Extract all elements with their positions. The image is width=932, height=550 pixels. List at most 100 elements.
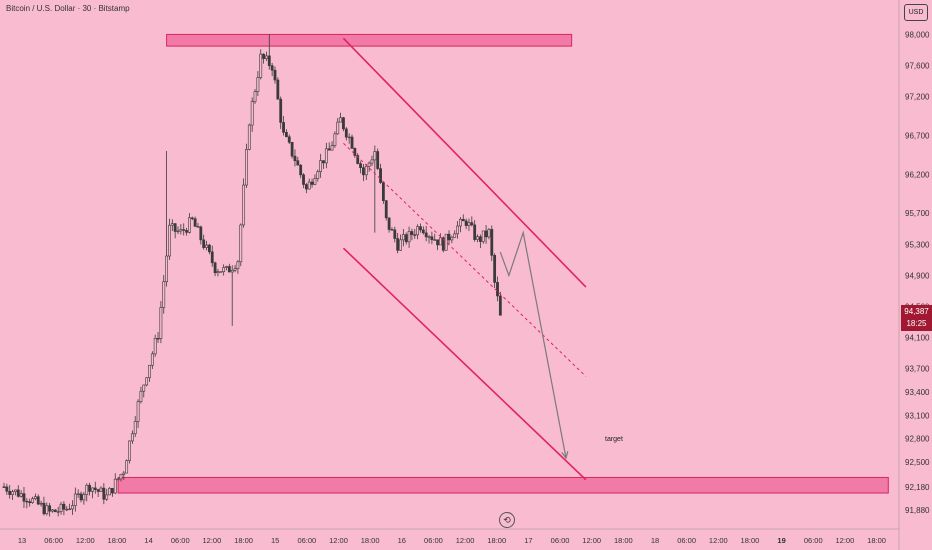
candle-body — [413, 234, 417, 236]
candle-body — [387, 217, 391, 230]
price-tick-label: 96,700 — [905, 131, 930, 140]
time-tick-label: 13 — [18, 536, 26, 545]
time-tick-label: 12:00 — [329, 536, 348, 545]
candle-body — [242, 184, 246, 226]
candle-body — [282, 122, 285, 133]
scroll-to-realtime-icon[interactable]: ⟲ — [499, 512, 515, 528]
time-tick-label: 18:00 — [361, 536, 380, 545]
candle-body — [259, 53, 263, 78]
candle-body — [439, 237, 442, 246]
candle-body — [347, 136, 351, 139]
candle-body — [159, 307, 163, 339]
candle-body — [119, 474, 123, 480]
candle-body — [122, 472, 126, 475]
price-tick-label: 92,800 — [905, 435, 930, 444]
currency-button[interactable]: USD — [904, 4, 928, 21]
candle-body — [5, 486, 9, 492]
candle-body — [45, 505, 49, 515]
candle-body — [239, 224, 243, 263]
candle-body — [344, 128, 348, 138]
time-tick-label: 14 — [144, 536, 152, 545]
candle-body — [450, 237, 454, 241]
candle-body — [33, 496, 37, 499]
candle-body — [133, 421, 137, 435]
candle-body — [39, 502, 43, 505]
candle-body — [245, 149, 248, 186]
candle-body — [302, 174, 305, 185]
candle-body — [176, 230, 180, 233]
candle-body — [28, 501, 32, 504]
candle-body — [262, 53, 265, 59]
candle-body — [396, 238, 400, 251]
candle-body — [467, 222, 471, 226]
candle-body — [113, 478, 117, 494]
candle-body — [487, 229, 491, 238]
projection-layer — [499, 230, 569, 460]
candle-body — [436, 239, 439, 246]
candle-body — [216, 271, 220, 274]
price-tick-label: 94,100 — [905, 334, 930, 343]
time-tick-label: 15 — [271, 536, 279, 545]
candle-body — [461, 218, 465, 222]
candle-body — [307, 181, 311, 190]
candle-body — [173, 223, 177, 232]
candle-body — [102, 487, 106, 500]
candle-body — [213, 262, 217, 274]
time-tick-label: 06:00 — [804, 536, 823, 545]
candle-body — [230, 270, 234, 273]
candle-body — [470, 222, 474, 226]
candle-body — [433, 239, 437, 241]
time-tick-label: 12:00 — [456, 536, 475, 545]
candle-body — [222, 267, 226, 272]
candle-body — [207, 244, 211, 253]
candle-body — [473, 224, 477, 240]
candle-body — [265, 55, 268, 59]
time-tick-label: 18:00 — [867, 536, 886, 545]
candles-layer — [2, 34, 502, 517]
candle-body — [353, 148, 357, 156]
candle-body — [476, 236, 479, 240]
candle-body — [401, 234, 405, 241]
candle-body — [273, 69, 277, 81]
candle-body — [36, 496, 40, 505]
candle-body — [441, 237, 445, 251]
candle-body — [333, 133, 337, 146]
candle-body — [310, 181, 314, 185]
price-tick-label: 91,880 — [905, 506, 930, 515]
price-tick-label: 97,600 — [905, 62, 930, 71]
time-tick-label: 16 — [398, 536, 406, 545]
price-tick-label: 96,200 — [905, 170, 930, 179]
candle-body — [236, 261, 240, 269]
candle-body — [362, 167, 365, 176]
time-axis[interactable]: 13 06:00 12:00 18:00 14 06:00 12:00 18:00 15 06:0… — [0, 528, 899, 545]
time-tick-label: 12:00 — [836, 536, 855, 545]
candle-body — [205, 244, 208, 248]
price-tick-label: 97,200 — [905, 93, 930, 102]
candle-body — [421, 229, 425, 234]
candle-body — [68, 508, 72, 511]
candle-body — [85, 484, 89, 495]
channel-mid-line — [343, 142, 587, 377]
candle-body — [153, 338, 157, 355]
candle-body — [210, 251, 214, 264]
last-price: 94,387 — [904, 307, 929, 316]
candle-body — [324, 148, 328, 164]
price-axis[interactable]: 98,000 97,600 97,200 96,700 96,200 95,700 95,3… — [898, 0, 930, 550]
candle-body — [279, 98, 283, 123]
candle-body — [110, 487, 114, 494]
projection-arrowhead — [561, 451, 569, 460]
time-tick-label: 06:00 — [171, 536, 190, 545]
candle-body — [168, 224, 171, 257]
candle-body — [493, 255, 497, 283]
candle-body — [367, 162, 371, 167]
candle-body — [399, 239, 402, 251]
candle-body — [165, 255, 168, 283]
last-price-badge: 94,387 18:25 — [901, 305, 932, 331]
supply-zone — [166, 33, 573, 47]
candle-body — [359, 163, 362, 168]
candle-body — [376, 151, 380, 169]
time-tick-label: 12:00 — [203, 536, 222, 545]
time-tick-label: 17 — [524, 536, 532, 545]
candle-body — [322, 160, 325, 164]
